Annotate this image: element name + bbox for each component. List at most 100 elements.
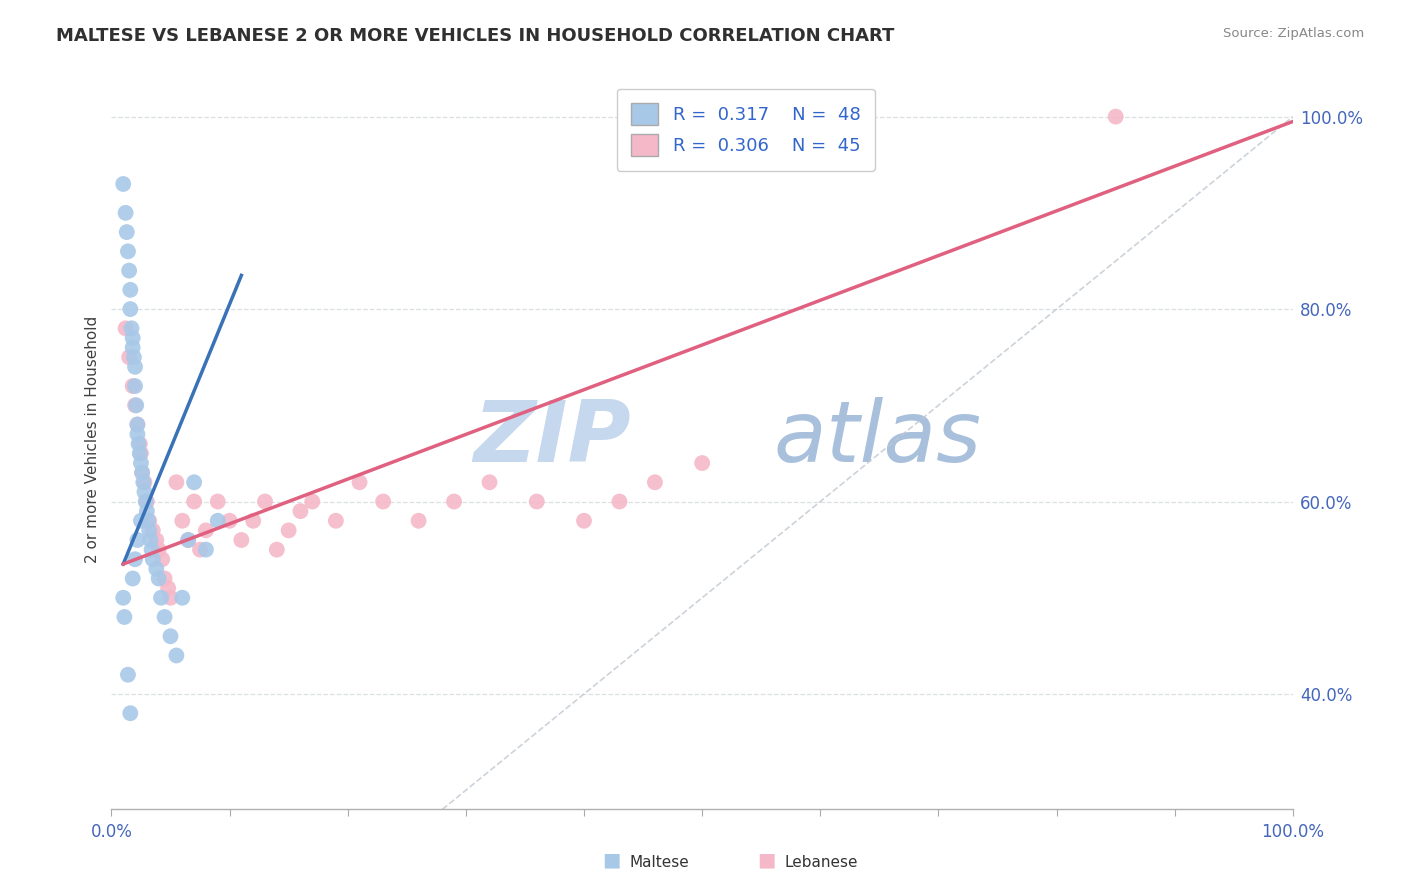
Point: [408, 514, 430, 528]
Point: [142, 524, 165, 538]
Point: [127, 427, 149, 442]
Point: [139, 533, 162, 547]
Point: [121, 341, 143, 355]
Point: [266, 542, 288, 557]
Point: [526, 494, 548, 508]
Point: [153, 610, 176, 624]
Point: [135, 494, 157, 508]
Text: Source: ZipAtlas.com: Source: ZipAtlas.com: [1223, 27, 1364, 40]
Point: [128, 437, 150, 451]
Point: [128, 437, 150, 451]
Point: [127, 417, 149, 432]
Point: [131, 466, 153, 480]
Point: [183, 475, 205, 490]
Point: [131, 466, 153, 480]
Point: [183, 494, 205, 508]
Point: [124, 379, 146, 393]
Legend: R =  0.317    N =  48, R =  0.306    N =  45: R = 0.317 N = 48, R = 0.306 N = 45: [617, 88, 875, 170]
Point: [145, 533, 167, 547]
Point: [138, 514, 160, 528]
Point: [188, 542, 211, 557]
Point: [112, 177, 135, 191]
Point: [134, 484, 156, 499]
Point: [121, 572, 143, 586]
Point: [443, 494, 465, 508]
Text: ■: ■: [756, 851, 776, 870]
Point: [150, 591, 173, 605]
Point: [134, 475, 156, 490]
Point: [253, 494, 276, 508]
Point: [132, 475, 155, 490]
Point: [124, 398, 146, 412]
Point: [159, 591, 181, 605]
Point: [207, 494, 229, 508]
Point: [117, 667, 139, 681]
Text: ZIP: ZIP: [474, 398, 631, 481]
Point: [231, 533, 253, 547]
Text: atlas: atlas: [773, 398, 981, 481]
Point: [120, 706, 142, 721]
Point: [242, 514, 264, 528]
Point: [120, 301, 142, 316]
Point: [118, 263, 141, 277]
Point: [153, 572, 176, 586]
Point: [136, 514, 159, 528]
Point: [159, 629, 181, 643]
Point: [690, 456, 713, 470]
Point: [135, 494, 157, 508]
Point: [121, 331, 143, 345]
Point: [112, 591, 135, 605]
Point: [121, 379, 143, 393]
Point: [129, 514, 152, 528]
Point: [157, 581, 180, 595]
Text: Lebanese: Lebanese: [785, 855, 858, 870]
Text: ■: ■: [602, 851, 621, 870]
Point: [194, 524, 217, 538]
Point: [129, 446, 152, 460]
Point: [124, 552, 146, 566]
Point: [609, 494, 631, 508]
Y-axis label: 2 or more Vehicles in Household: 2 or more Vehicles in Household: [86, 316, 100, 563]
Point: [572, 514, 595, 528]
Text: Maltese: Maltese: [630, 855, 689, 870]
Point: [120, 283, 142, 297]
Point: [172, 514, 194, 528]
Point: [325, 514, 347, 528]
Point: [121, 321, 143, 335]
Text: MALTESE VS LEBANESE 2 OR MORE VEHICLES IN HOUSEHOLD CORRELATION CHART: MALTESE VS LEBANESE 2 OR MORE VEHICLES I…: [56, 27, 894, 45]
Point: [172, 591, 194, 605]
Point: [127, 417, 149, 432]
Point: [125, 398, 148, 412]
Point: [115, 225, 138, 239]
Point: [148, 572, 170, 586]
Point: [127, 533, 149, 547]
Point: [138, 524, 160, 538]
Point: [177, 533, 200, 547]
Point: [277, 524, 299, 538]
Point: [114, 321, 136, 335]
Point: [135, 504, 157, 518]
Point: [301, 494, 323, 508]
Point: [218, 514, 240, 528]
Point: [142, 552, 165, 566]
Point: [165, 648, 187, 663]
Point: [122, 350, 145, 364]
Point: [112, 610, 135, 624]
Point: [644, 475, 666, 490]
Point: [373, 494, 395, 508]
Point: [207, 514, 229, 528]
Point: [124, 359, 146, 374]
Point: [290, 504, 312, 518]
Point: [145, 562, 167, 576]
Point: [194, 542, 217, 557]
Point: [148, 542, 170, 557]
Point: [118, 350, 141, 364]
Point: [165, 475, 187, 490]
Point: [478, 475, 501, 490]
Point: [177, 533, 200, 547]
Point: [1105, 110, 1128, 124]
Point: [117, 244, 139, 259]
Point: [128, 446, 150, 460]
Point: [129, 456, 152, 470]
Point: [114, 206, 136, 220]
